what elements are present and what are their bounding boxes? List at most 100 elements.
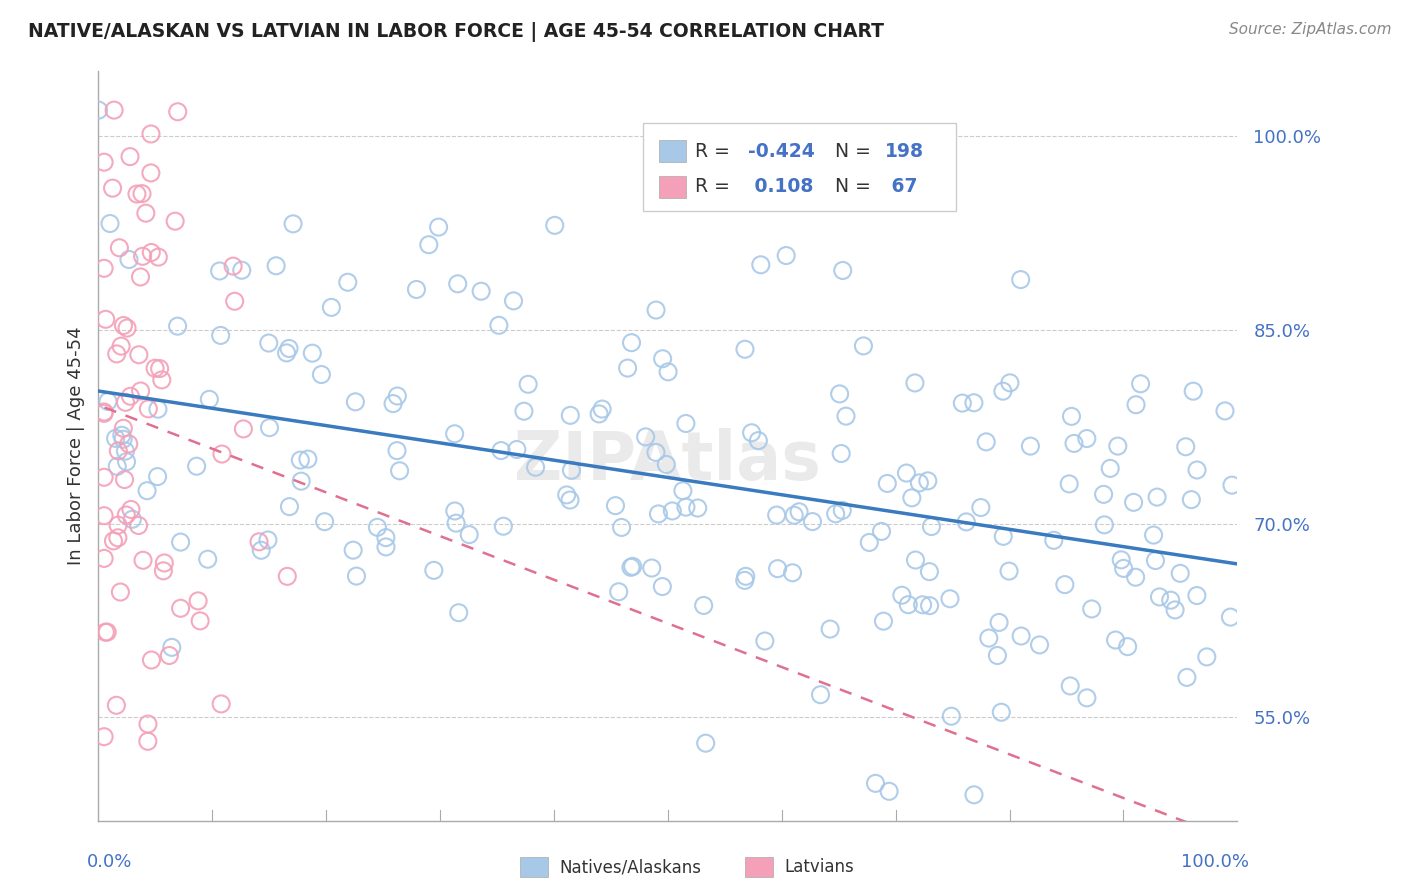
Point — [675, 500, 697, 515]
Text: Natives/Alaskans: Natives/Alaskans — [560, 858, 702, 876]
Point — [129, 269, 152, 284]
Point — [993, 529, 1015, 543]
Text: Latvians: Latvians — [785, 858, 855, 876]
Point — [427, 220, 450, 235]
Point — [150, 373, 173, 387]
Point — [157, 648, 180, 663]
Point — [524, 460, 547, 475]
Point — [1076, 432, 1098, 446]
Point — [101, 181, 124, 195]
Point — [588, 407, 610, 421]
Point — [801, 515, 824, 529]
Point — [1142, 528, 1164, 542]
Point — [1220, 478, 1243, 492]
Point — [877, 784, 900, 798]
Point — [911, 598, 934, 612]
Point — [346, 569, 368, 583]
Point — [1144, 553, 1167, 567]
Point — [336, 275, 359, 289]
Point — [988, 615, 1011, 630]
Point — [278, 342, 301, 356]
Point — [169, 535, 191, 549]
Point — [1125, 570, 1147, 584]
Point — [1042, 533, 1064, 548]
Point — [211, 447, 233, 461]
Point — [990, 705, 1012, 719]
Point — [939, 591, 962, 606]
Point — [824, 507, 846, 521]
Point — [787, 505, 810, 519]
Point — [110, 339, 132, 353]
Point — [1160, 593, 1182, 607]
Point — [470, 284, 492, 298]
Point — [1092, 517, 1115, 532]
Point — [94, 312, 117, 326]
Point — [110, 585, 132, 599]
Point — [830, 446, 852, 460]
Text: 100.0%: 100.0% — [1181, 853, 1249, 871]
Point — [858, 535, 880, 549]
Point — [222, 259, 245, 273]
Point — [775, 248, 797, 262]
Point — [513, 404, 536, 418]
Point — [506, 442, 529, 457]
Point — [458, 527, 481, 541]
Point — [1076, 690, 1098, 705]
Point — [661, 504, 683, 518]
Point — [132, 553, 155, 567]
Point — [974, 434, 997, 449]
Point — [1053, 577, 1076, 591]
Point — [1109, 553, 1132, 567]
Point — [810, 688, 832, 702]
Point — [112, 318, 135, 333]
Point — [153, 556, 176, 570]
Point — [783, 508, 806, 523]
Point — [870, 524, 893, 539]
Point — [136, 717, 159, 731]
Point — [908, 475, 931, 490]
Point — [1112, 561, 1135, 575]
Point — [107, 443, 129, 458]
Point — [901, 491, 924, 505]
Point — [591, 402, 613, 417]
Point — [166, 104, 188, 119]
Point — [686, 501, 709, 516]
Point — [187, 594, 209, 608]
Point — [138, 401, 160, 416]
Point — [169, 601, 191, 615]
Point — [741, 425, 763, 440]
Point — [695, 736, 717, 750]
Point — [897, 598, 920, 612]
Point — [224, 294, 246, 309]
Point — [278, 500, 301, 514]
Point — [382, 396, 405, 410]
Point — [835, 409, 858, 424]
Point — [977, 631, 1000, 645]
Point — [747, 434, 769, 448]
Point — [418, 237, 440, 252]
Point — [276, 346, 298, 360]
Point — [198, 392, 221, 407]
Point — [1092, 487, 1115, 501]
Point — [160, 640, 183, 655]
Point — [186, 459, 208, 474]
Point — [93, 730, 115, 744]
Point — [1219, 610, 1241, 624]
Point — [918, 565, 941, 579]
Point — [93, 261, 115, 276]
Point — [555, 488, 578, 502]
Point — [998, 564, 1021, 578]
Text: 0.0%: 0.0% — [87, 853, 132, 871]
Point — [209, 328, 232, 343]
Point — [131, 186, 153, 201]
Point — [489, 443, 512, 458]
Point — [443, 426, 465, 441]
Point — [963, 396, 986, 410]
Point — [115, 321, 138, 335]
Point — [231, 263, 253, 277]
Point — [1028, 638, 1050, 652]
Point — [97, 394, 120, 409]
Point — [655, 458, 678, 472]
Point — [281, 217, 304, 231]
Point — [607, 584, 630, 599]
